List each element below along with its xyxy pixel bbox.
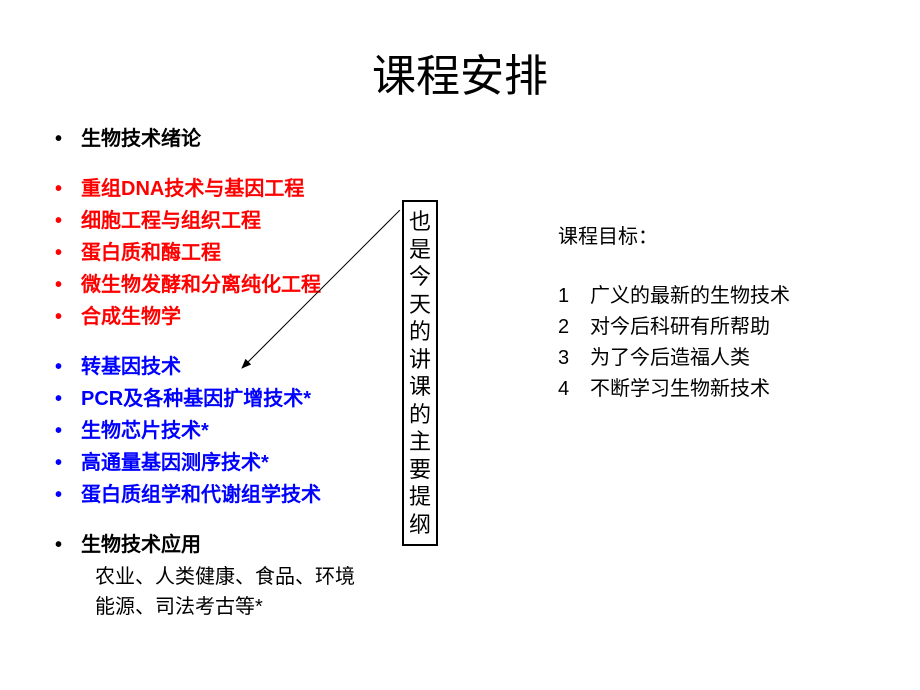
intro-label: 生物技术绪论 <box>81 124 920 154</box>
red-item-0: 重组DNA技术与基因工程 <box>81 174 920 204</box>
blue-group: • 转基因技术 • PCR及各种基因扩增技术* • 生物芯片技术* • 高通量基… <box>55 352 920 510</box>
goals-column: 课程目标： 1 广义的最新的生物技术 2 对今后科研有所帮助 3 为了今后造福人… <box>558 222 790 405</box>
bullet-red-0: • 重组DNA技术与基因工程 <box>55 174 920 204</box>
bullet-blue-1: • PCR及各种基因扩增技术* <box>55 384 920 414</box>
vchar-0: 也 <box>408 208 432 236</box>
bullet-dot-icon: • <box>55 206 81 236</box>
intro-section: • 生物技术绪论 <box>55 124 920 154</box>
bullet-dot-icon: • <box>55 352 81 382</box>
goal-text-3: 不断学习生物新技术 <box>590 374 770 405</box>
vchar-8: 主 <box>408 428 432 456</box>
goal-num-0: 1 <box>558 281 590 312</box>
goal-row-2: 3 为了今后造福人类 <box>558 343 790 374</box>
apps-sub1: 农业、人类健康、食品、环境 <box>55 562 920 592</box>
vchar-7: 的 <box>408 401 432 429</box>
blue-item-2: 生物芯片技术* <box>81 416 920 446</box>
red-item-1: 细胞工程与组织工程 <box>81 206 920 236</box>
blue-item-4: 蛋白质组学和代谢组学技术 <box>81 480 920 510</box>
bullet-dot-icon: • <box>55 416 81 446</box>
apps-sub2: 能源、司法考古等* <box>55 592 920 622</box>
vchar-11: 纲 <box>408 511 432 539</box>
bullet-blue-4: • 蛋白质组学和代谢组学技术 <box>55 480 920 510</box>
bullet-intro: • 生物技术绪论 <box>55 124 920 154</box>
goal-row-1: 2 对今后科研有所帮助 <box>558 312 790 343</box>
bullet-red-2: • 蛋白质和酶工程 <box>55 238 920 268</box>
blue-item-0: 转基因技术 <box>81 352 920 382</box>
red-item-3: 微生物发酵和分离纯化工程 <box>81 270 920 300</box>
red-item-2: 蛋白质和酶工程 <box>81 238 920 268</box>
vchar-1: 是 <box>408 236 432 264</box>
vchar-4: 的 <box>408 318 432 346</box>
vchar-5: 讲 <box>408 346 432 374</box>
bullet-blue-3: • 高通量基因测序技术* <box>55 448 920 478</box>
slide-title: 课程安排 <box>0 0 920 124</box>
goal-text-1: 对今后科研有所帮助 <box>590 312 770 343</box>
bullet-dot-icon: • <box>55 302 81 332</box>
red-group: • 重组DNA技术与基因工程 • 细胞工程与组织工程 • 蛋白质和酶工程 • 微… <box>55 174 920 332</box>
bullet-dot-icon: • <box>55 384 81 414</box>
vchar-6: 课 <box>408 373 432 401</box>
bullet-dot-icon: • <box>55 530 81 560</box>
bullet-apps: • 生物技术应用 <box>55 530 920 560</box>
apps-section: • 生物技术应用 农业、人类健康、食品、环境 能源、司法考古等* <box>55 530 920 622</box>
bullet-dot-icon: • <box>55 480 81 510</box>
blue-item-3: 高通量基因测序技术* <box>81 448 920 478</box>
apps-label: 生物技术应用 <box>81 530 920 560</box>
bullet-blue-0: • 转基因技术 <box>55 352 920 382</box>
bullet-red-1: • 细胞工程与组织工程 <box>55 206 920 236</box>
goal-row-0: 1 广义的最新的生物技术 <box>558 281 790 312</box>
blue-item-1: PCR及各种基因扩增技术* <box>81 384 920 414</box>
goal-row-3: 4 不断学习生物新技术 <box>558 374 790 405</box>
goal-num-1: 2 <box>558 312 590 343</box>
goal-text-0: 广义的最新的生物技术 <box>590 281 790 312</box>
vchar-9: 要 <box>408 456 432 484</box>
red-item-4: 合成生物学 <box>81 302 920 332</box>
goal-text-2: 为了今后造福人类 <box>590 343 750 374</box>
goal-num-2: 3 <box>558 343 590 374</box>
bullet-blue-2: • 生物芯片技术* <box>55 416 920 446</box>
vchar-10: 提 <box>408 483 432 511</box>
bullet-red-4: • 合成生物学 <box>55 302 920 332</box>
bullet-red-3: • 微生物发酵和分离纯化工程 <box>55 270 920 300</box>
bullet-dot-icon: • <box>55 238 81 268</box>
bullet-dot-icon: • <box>55 448 81 478</box>
bullet-dot-icon: • <box>55 270 81 300</box>
goals-title: 课程目标： <box>558 222 790 253</box>
vchar-3: 天 <box>408 291 432 319</box>
goal-num-3: 4 <box>558 374 590 405</box>
bullet-dot-icon: • <box>55 124 81 154</box>
bullet-dot-icon: • <box>55 174 81 204</box>
vertical-note-box: 也 是 今 天 的 讲 课 的 主 要 提 纲 <box>402 200 438 546</box>
vchar-2: 今 <box>408 263 432 291</box>
